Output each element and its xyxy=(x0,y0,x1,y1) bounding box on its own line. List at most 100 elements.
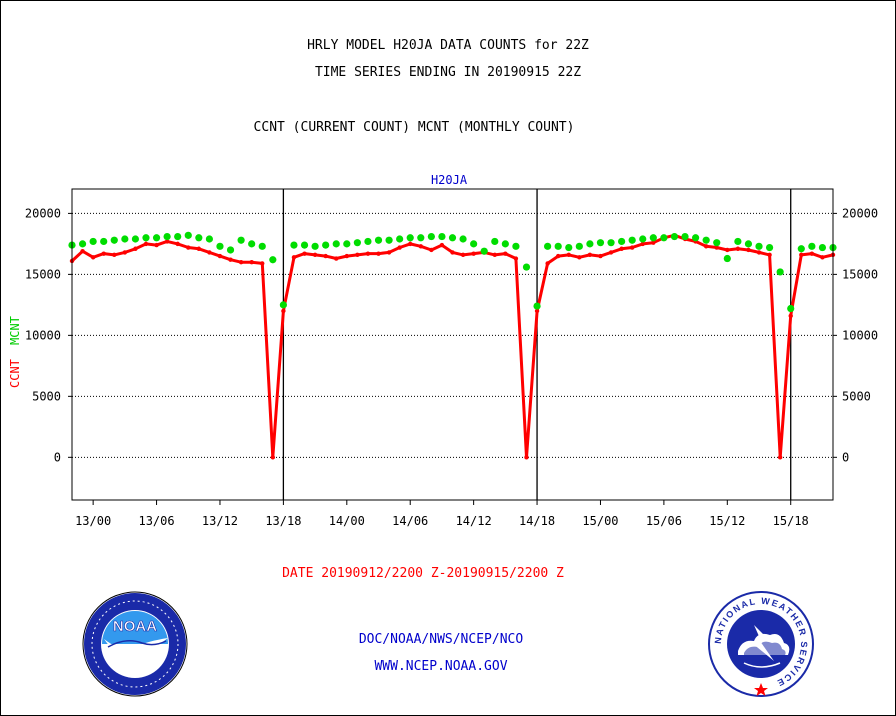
grid-layer xyxy=(72,212,833,458)
ccnt-point xyxy=(270,455,276,460)
ccnt-point xyxy=(112,252,117,258)
mcnt-point xyxy=(322,241,330,249)
mcnt-point xyxy=(575,242,583,250)
x-tick-label: 13/00 xyxy=(75,514,111,528)
ccnt-point xyxy=(629,245,635,250)
mcnt-point xyxy=(660,234,668,242)
mcnt-point xyxy=(448,234,457,242)
ccnt-point xyxy=(164,239,170,244)
mcnt-point xyxy=(776,268,784,276)
ccnt-point xyxy=(249,259,254,265)
mcnt-point xyxy=(226,246,235,254)
mcnt-point xyxy=(702,236,710,244)
ccnt-point xyxy=(619,246,624,251)
y-tick-label-left: 5000 xyxy=(32,389,61,403)
mcnt-point xyxy=(522,263,531,271)
x-tick-label: 14/06 xyxy=(392,514,428,528)
ccnt-series-line xyxy=(70,233,834,459)
mcnt-point xyxy=(353,239,361,247)
day-divider-layer xyxy=(282,189,792,500)
mcnt-point xyxy=(396,235,404,243)
ccnt-point xyxy=(439,242,445,248)
ccnt-point xyxy=(777,455,783,460)
mcnt-point xyxy=(248,240,256,248)
ccnt-point xyxy=(365,251,371,256)
noaa-logo: NOAA xyxy=(82,591,188,697)
mcnt-point xyxy=(586,240,594,248)
x-tick-label: 14/12 xyxy=(456,514,492,528)
website-label: WWW.NCEP.NOAA.GOV xyxy=(374,659,508,674)
mcnt-point xyxy=(152,234,161,242)
mcnt-point xyxy=(681,232,689,241)
ccnt-point xyxy=(450,250,455,255)
ccnt-point xyxy=(767,252,772,258)
agency-path-label: DOC/NOAA/NWS/NCEP/NCO xyxy=(358,632,524,647)
mcnt-point xyxy=(554,242,562,250)
mcnt-point xyxy=(713,239,721,247)
noaa-logo-text: NOAA xyxy=(113,618,157,635)
mcnt-point xyxy=(279,301,287,309)
mcnt-point xyxy=(808,242,816,250)
ccnt-point xyxy=(756,250,762,255)
y-tick-label-right: 10000 xyxy=(842,328,878,342)
ccnt-point xyxy=(90,255,96,260)
mcnt-point xyxy=(596,239,605,247)
x-tick-label: 15/12 xyxy=(709,514,745,528)
mcnt-point xyxy=(343,240,351,248)
ccnt-point xyxy=(703,244,709,249)
ccnt-point xyxy=(460,252,466,258)
mcnt-point xyxy=(818,243,827,252)
ccnt-point xyxy=(746,247,751,253)
y-tick-label-right: 20000 xyxy=(842,206,878,220)
x-tick-label: 15/00 xyxy=(582,514,618,528)
mcnt-point xyxy=(269,256,277,264)
mcnt-point xyxy=(332,240,340,248)
x-tick-label: 13/06 xyxy=(138,514,174,528)
ccnt-point xyxy=(334,256,339,261)
ccnt-point xyxy=(471,251,476,256)
ccnt-point xyxy=(725,247,730,253)
ccnt-point xyxy=(355,252,360,258)
ccnt-point xyxy=(429,247,434,253)
mcnt-point xyxy=(364,237,372,246)
ccnt-point xyxy=(238,259,244,265)
mcnt-point xyxy=(639,235,647,243)
ccnt-point xyxy=(788,313,793,319)
ccnt-point xyxy=(101,251,106,256)
ccnt-point xyxy=(133,246,138,251)
ccnt-point xyxy=(143,241,149,247)
ccnt-point xyxy=(207,250,212,255)
ccnt-point xyxy=(228,257,233,262)
ccnt-point xyxy=(735,246,741,251)
ccnt-point xyxy=(323,253,328,259)
y-tick-label-right: 15000 xyxy=(842,267,878,281)
nws-logo: NATIONAL WEATHER SERVICE xyxy=(708,591,814,697)
ccnt-point xyxy=(820,255,825,260)
date-range-label: DATE 20190912/2200 Z-20190915/2200 Z xyxy=(282,566,564,581)
mcnt-point xyxy=(618,237,626,246)
mcnt-point xyxy=(470,240,478,248)
mcnt-point xyxy=(512,242,520,250)
ccnt-point xyxy=(186,245,191,250)
mcnt-point xyxy=(89,237,97,246)
ccnt-point xyxy=(587,252,593,258)
mcnt-point xyxy=(374,236,383,244)
ccnt-point xyxy=(799,252,804,258)
y-axis-label-mcnt: MCNT xyxy=(8,316,22,345)
x-tick-label: 15/18 xyxy=(773,514,809,528)
ccnt-point xyxy=(809,251,815,256)
mcnt-point xyxy=(100,237,108,246)
ccnt-point xyxy=(492,252,497,258)
mcnt-point xyxy=(78,240,87,248)
mcnt-point xyxy=(417,234,425,242)
x-tick-label: 15/06 xyxy=(646,514,682,528)
ccnt-point xyxy=(566,252,571,258)
ccnt-point xyxy=(545,261,550,266)
series-layer xyxy=(68,231,837,460)
ccnt-point xyxy=(534,308,540,314)
mcnt-point xyxy=(691,234,700,242)
mcnt-point xyxy=(258,242,266,250)
mcnt-point xyxy=(142,234,150,242)
ccnt-point xyxy=(260,261,265,266)
